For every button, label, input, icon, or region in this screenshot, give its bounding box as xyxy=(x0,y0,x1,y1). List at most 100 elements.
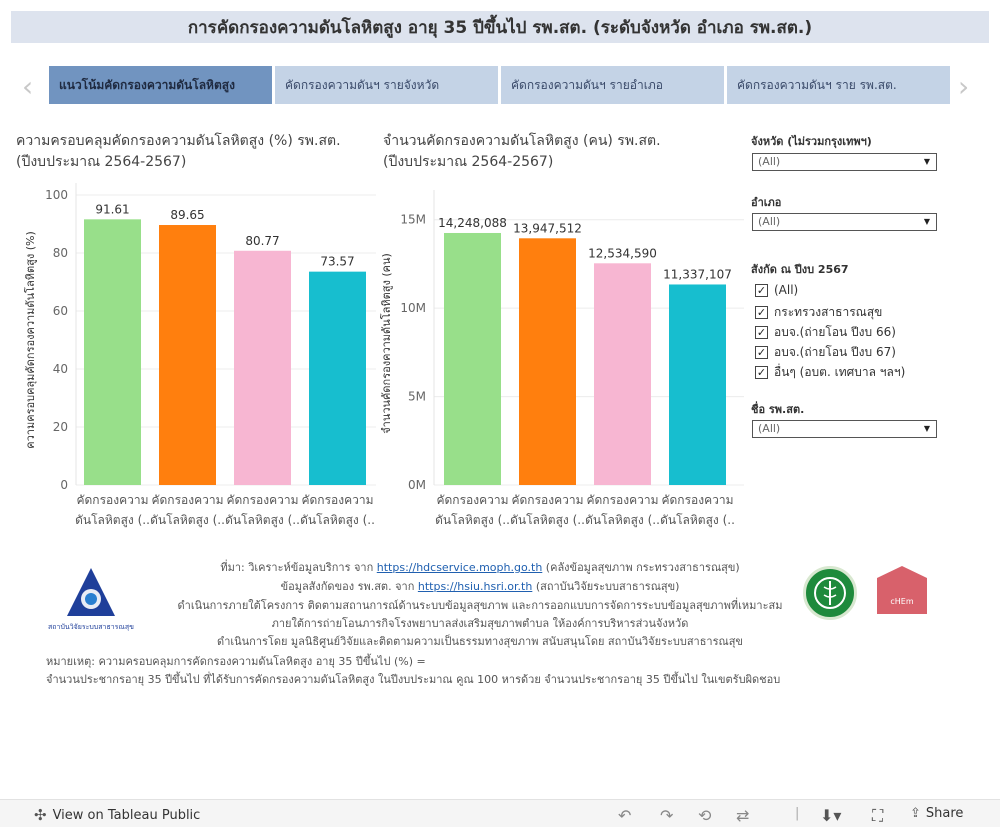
province-dropdown[interactable]: (All) ▼ xyxy=(752,153,937,171)
y-axis-title: จำนวนคัดกรองความดันโลหิตสูง (คน) xyxy=(379,253,393,434)
province-dropdown-value: (All) xyxy=(758,155,781,168)
bar[interactable] xyxy=(309,271,366,485)
bar[interactable] xyxy=(519,238,576,485)
chart2-title-line2: (ปีงบประมาณ 2564-2567) xyxy=(383,154,554,170)
affiliation-option-pao66[interactable]: ✓ อบจ.(ถ่ายโอน ปีงบ 66) xyxy=(755,323,896,342)
x-category-label: คัดกรองความ xyxy=(76,493,148,507)
affiliation-option-label: อื่นๆ (อบต. เทศบาล ฯลฯ) xyxy=(774,365,906,379)
bar-value-label: 80.77 xyxy=(245,234,279,248)
affiliation-option-moph[interactable]: ✓ กระทรวงสาธารณสุข xyxy=(755,303,882,322)
share-icon: ⇪ xyxy=(910,806,921,821)
chart1-title: ความครอบคลุมคัดกรองความดันโลหิตสูง (%) ร… xyxy=(16,131,341,173)
x-category-label: ดันโลหิตสูง (.. xyxy=(435,513,510,528)
tabs-next-arrow-icon[interactable]: › xyxy=(958,70,970,103)
revert-icon[interactable]: ⟲ xyxy=(698,806,712,825)
checkbox-checked-icon[interactable]: ✓ xyxy=(755,326,768,339)
y-axis-title: ความครอบคลุมคัดกรองความดันโลหิตสูง (%) xyxy=(23,231,37,449)
bar[interactable] xyxy=(159,225,216,485)
bar-value-label: 13,947,512 xyxy=(513,221,582,235)
facility-dropdown-value: (All) xyxy=(758,422,781,435)
x-category-label: ดันโลหิตสูง (.. xyxy=(585,513,660,528)
hdc-link[interactable]: https://hdcservice.moph.go.th xyxy=(376,561,543,574)
affiliation-option-other[interactable]: ✓ อื่นๆ (อบต. เทศบาล ฯลฯ) xyxy=(755,363,905,382)
undo-icon[interactable]: ↶ xyxy=(618,806,632,825)
affiliation-option-label: กระทรวงสาธารณสุข xyxy=(774,305,883,319)
chart1-title-line2: (ปีงบประมาณ 2564-2567) xyxy=(16,154,187,170)
district-dropdown-value: (All) xyxy=(758,215,781,228)
redo-icon[interactable]: ↷ xyxy=(660,806,674,825)
x-category-label: ดันโลหิตสูง (.. xyxy=(510,513,585,528)
hsri-logo-icon xyxy=(67,568,115,616)
hsri-logo-text: สถาบันวิจัยระบบสาธารณสุข xyxy=(48,623,134,631)
bar[interactable] xyxy=(594,263,651,485)
x-category-label: คัดกรองความ xyxy=(661,493,733,507)
chem-logo: cHEm xyxy=(877,566,927,614)
checkbox-checked-icon[interactable]: ✓ xyxy=(755,346,768,359)
tab-province[interactable]: คัดกรองความดันฯ รายจังหวัด xyxy=(275,66,498,104)
bar-value-label: 91.61 xyxy=(95,202,129,216)
facility-dropdown[interactable]: (All) ▼ xyxy=(752,420,937,438)
footer-transfer: ภายใต้การถ่ายโอนภารกิจโรงพยาบาลส่งเสริมส… xyxy=(271,617,689,630)
affiliation-option-label: (All) xyxy=(774,283,799,297)
tableau-logo-icon: ✣ xyxy=(34,806,47,824)
bar[interactable] xyxy=(669,284,726,485)
footer-affiliation: ข้อมูลสังกัดของ รพ.สต. จาก https://hsiu.… xyxy=(150,577,810,595)
y-tick-label: 100 xyxy=(45,188,68,202)
bar-value-label: 12,534,590 xyxy=(588,246,657,260)
x-category-label: คัดกรองความ xyxy=(301,493,373,507)
y-tick-label: 20 xyxy=(53,420,68,434)
bar-value-label: 14,248,088 xyxy=(438,216,507,230)
tab-trend[interactable]: แนวโน้มคัดกรองความดันโลหิตสูง xyxy=(49,66,272,104)
share-button[interactable]: ⇪ Share xyxy=(910,806,963,821)
bar[interactable] xyxy=(234,250,291,485)
hsri-logo: สถาบันวิจัยระบบสาธารณสุข xyxy=(46,566,136,631)
refresh-icon[interactable]: ⇄ xyxy=(736,806,750,825)
x-category-label: ดันโลหิตสูง (.. xyxy=(300,513,375,528)
y-tick-label: 10M xyxy=(400,301,426,315)
x-category-label: คัดกรองความ xyxy=(151,493,223,507)
x-category-label: ดันโลหิตสูง (.. xyxy=(660,513,735,528)
checkbox-checked-icon[interactable]: ✓ xyxy=(755,306,768,319)
bar-value-label: 11,337,107 xyxy=(663,267,732,281)
bar[interactable] xyxy=(444,232,501,485)
coverage-bar-chart: 0 20 40 60 80 100 ความครอบคลุมคัดกรองความดันโล… xyxy=(23,183,376,528)
tab-facility[interactable]: คัดกรองความดันฯ ราย รพ.สต. xyxy=(727,66,950,104)
x-category-label: ดันโลหิตสูง (.. xyxy=(225,513,300,528)
download-icon[interactable]: ⬇▾ xyxy=(820,806,842,825)
affiliation-option-all[interactable]: ✓ (All) xyxy=(755,283,798,297)
caret-down-icon: ▼ xyxy=(923,424,930,433)
chart2-title: จำนวนคัดกรองความดันโลหิตสูง (คน) รพ.สต. … xyxy=(383,131,661,173)
district-filter-label: อำเภอ xyxy=(751,196,782,209)
district-dropdown[interactable]: (All) ▼ xyxy=(752,213,937,231)
tab-district[interactable]: คัดกรองความดันฯ รายอำเภอ xyxy=(501,66,724,104)
caret-down-icon: ▼ xyxy=(923,157,930,166)
y-tick-label: 60 xyxy=(53,304,68,318)
affiliation-option-label: อบจ.(ถ่ายโอน ปีงบ 66) xyxy=(774,325,896,339)
x-category-label: ดันโลหิตสูง (.. xyxy=(75,513,150,528)
tabs-prev-arrow-icon[interactable]: ‹ xyxy=(22,70,34,103)
y-tick-label: 0M xyxy=(408,478,426,492)
moph-emblem-icon xyxy=(814,577,846,609)
tableau-toolbar: ✣ View on Tableau Public ↶ ↷ ⟲ ⇄ | ⬇▾ ⛶ … xyxy=(0,799,1000,827)
view-on-tableau-button[interactable]: ✣ View on Tableau Public xyxy=(34,806,200,824)
footer-source-prefix: ที่มา: วิเคราะห์ข้อมูลบริการ จาก xyxy=(220,561,377,574)
footer-affil-prefix: ข้อมูลสังกัดของ รพ.สต. จาก xyxy=(280,580,418,593)
affiliation-option-pao67[interactable]: ✓ อบจ.(ถ่ายโอน ปีงบ 67) xyxy=(755,343,896,362)
caret-down-icon: ▼ xyxy=(923,217,930,226)
toolbar-divider: | xyxy=(795,806,800,821)
view-on-tableau-label: View on Tableau Public xyxy=(52,807,201,823)
y-tick-label: 15M xyxy=(400,213,426,227)
y-tick-label: 0 xyxy=(60,478,68,492)
hsiu-link[interactable]: https://hsiu.hsri.or.th xyxy=(417,580,533,593)
footer-project: ดำเนินการภายใต้โครงการ ติดตามสถานการณ์ด้… xyxy=(177,599,783,612)
chart1-title-line1: ความครอบคลุมคัดกรองความดันโลหิตสูง (%) ร… xyxy=(16,133,341,149)
share-label: Share xyxy=(925,806,964,821)
y-tick-label: 40 xyxy=(53,362,68,376)
checkbox-checked-icon[interactable]: ✓ xyxy=(755,283,768,297)
province-filter-label: จังหวัด (ไม่รวมกรุงเทพฯ) xyxy=(751,135,872,148)
bar[interactable] xyxy=(84,219,141,485)
y-tick-label: 5M xyxy=(408,390,426,404)
checkbox-checked-icon[interactable]: ✓ xyxy=(755,366,768,379)
fullscreen-icon[interactable]: ⛶ xyxy=(872,806,884,825)
moph-logo-icon xyxy=(803,566,857,620)
